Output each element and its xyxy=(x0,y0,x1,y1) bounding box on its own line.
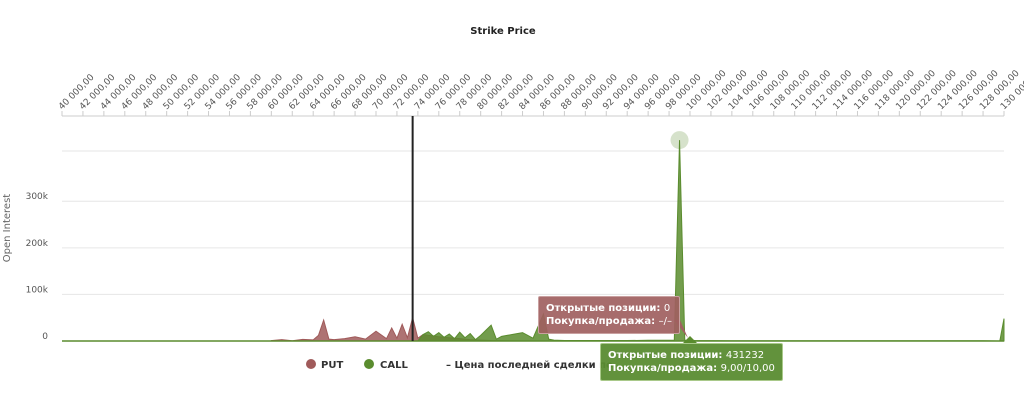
put-tooltip-bidask-value: –/– xyxy=(658,316,672,327)
series-layer xyxy=(62,140,1005,342)
y-axis-label: Open Interest xyxy=(2,194,13,263)
put-tooltip: Открытые позиции: 0 Покупка/продажа: –/– xyxy=(538,296,680,334)
highlight-halo xyxy=(670,131,689,150)
put-tooltip-oi-label: Открытые позиции: xyxy=(546,303,661,314)
legend-last-price-label[interactable]: – Цена последней сделки по xyxy=(446,360,613,371)
call-tooltip-oi-value: 431232 xyxy=(725,350,765,361)
call-tooltip-bidask-value: 9,00/10,00 xyxy=(720,363,775,374)
call-tooltip-pointer xyxy=(683,336,697,343)
call-tooltip: Открытые позиции: 431232 Покупка/продажа… xyxy=(600,343,783,381)
put-tooltip-bidask-label: Покупка/продажа: xyxy=(546,316,656,327)
chart-title: Strike Price xyxy=(470,26,536,37)
grid-layer xyxy=(62,150,1004,342)
legend-put-label[interactable]: PUT xyxy=(321,360,343,371)
y-tick-label: 300k xyxy=(26,192,49,202)
legend-call-label[interactable]: CALL xyxy=(380,360,408,371)
put-tooltip-oi-value: 0 xyxy=(663,303,671,314)
y-tick-label: 100k xyxy=(26,285,49,295)
legend: PUT CALL – Цена последней сделки по xyxy=(306,359,613,371)
call-tooltip-oi-label: Открытые позиции: xyxy=(608,350,723,361)
y-tick-label: 200k xyxy=(26,239,49,249)
legend-call-marker[interactable] xyxy=(364,359,374,369)
legend-put-marker[interactable] xyxy=(306,359,316,369)
y-tick-label: 0 xyxy=(42,332,48,342)
call-tooltip-bidask-label: Покупка/продажа: xyxy=(608,363,718,374)
y-axis: 0 100k 200k 300k xyxy=(26,192,49,342)
series-call-area xyxy=(416,140,1005,342)
